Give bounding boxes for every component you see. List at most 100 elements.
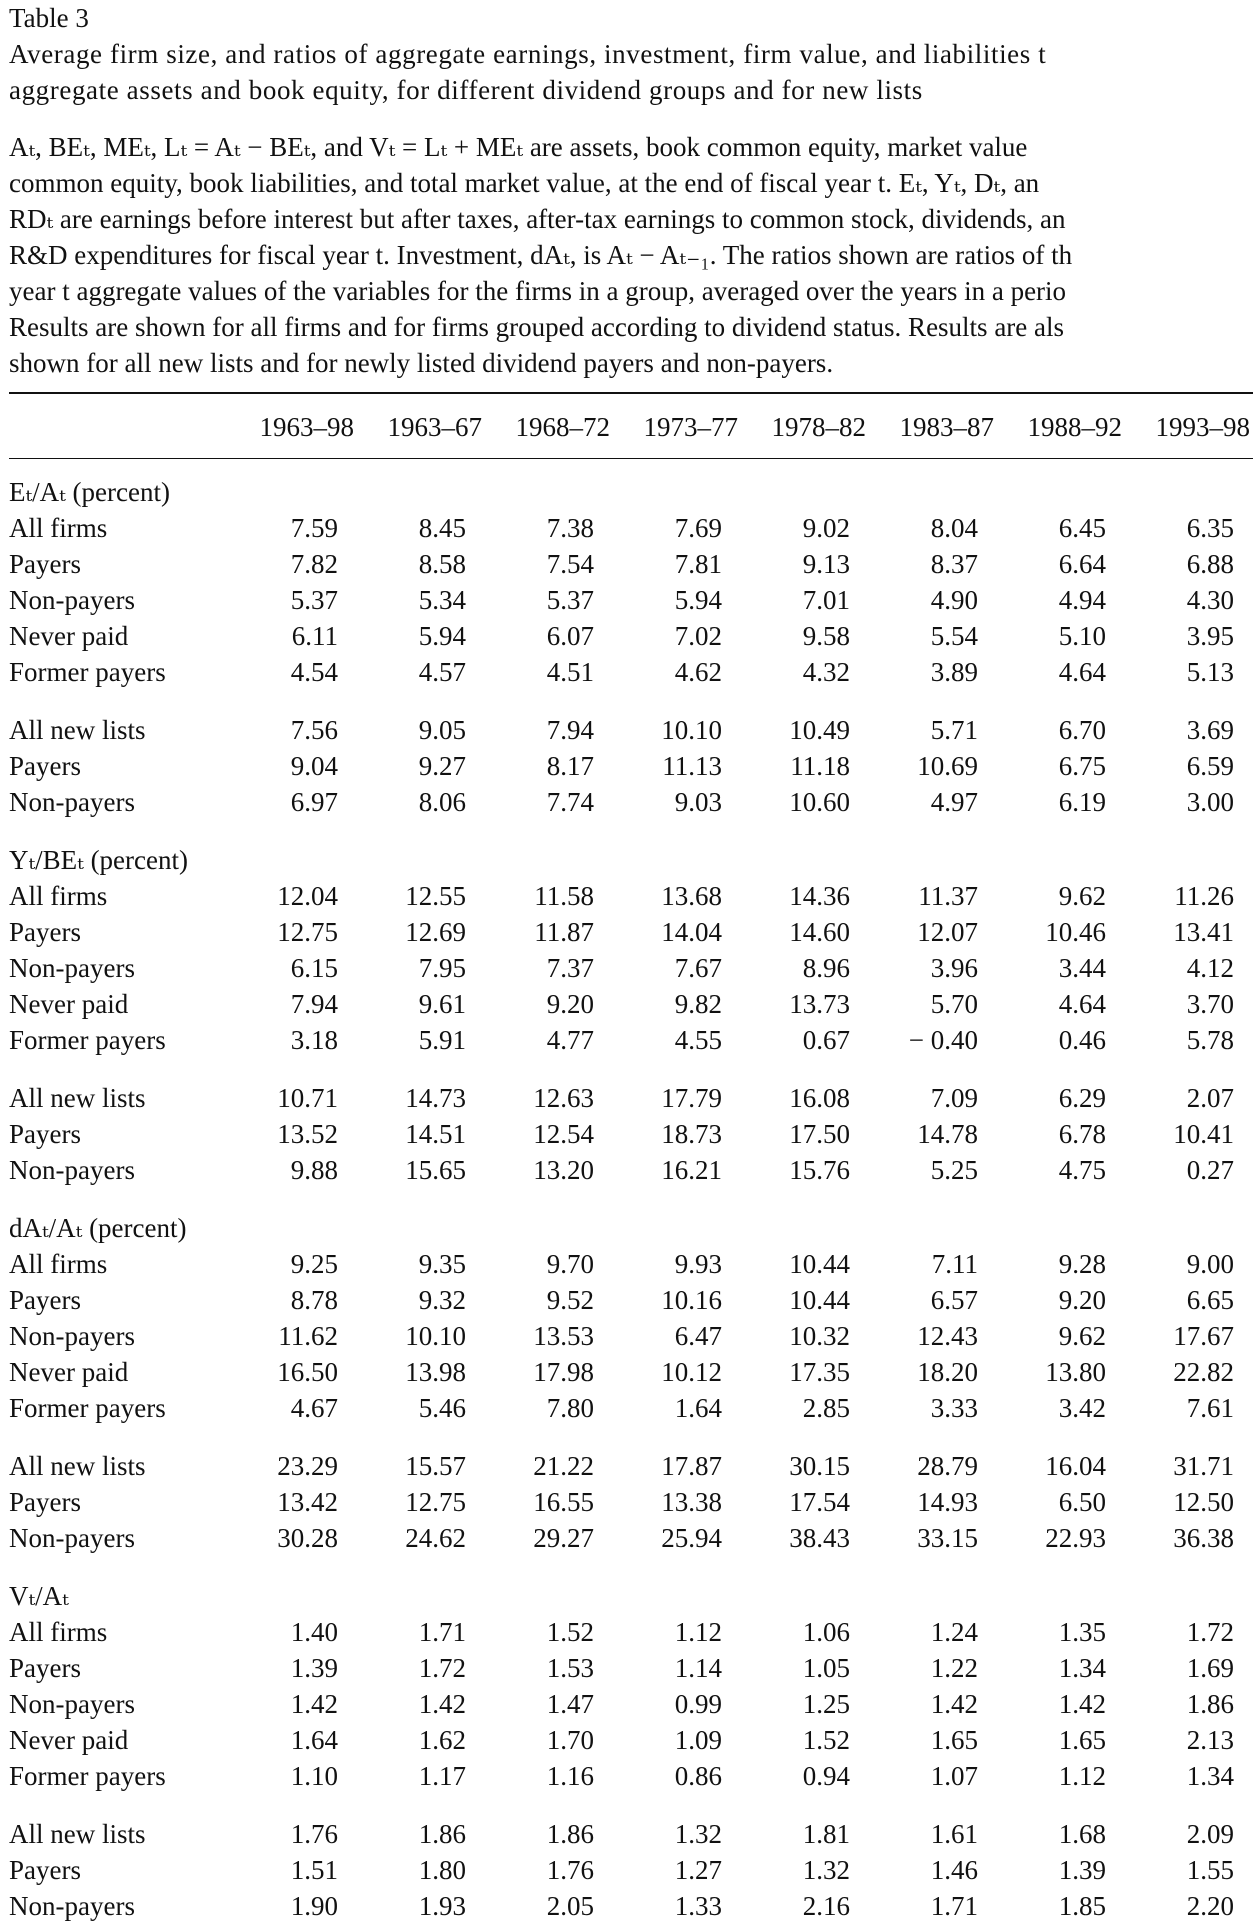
cell: 9.58 (802, 621, 850, 651)
cell: 10.44 (789, 1249, 850, 1279)
table-row: Non-payers 1.42 1.42 1.47 0.99 1.25 1.42 1.42 1.… (9, 1686, 1253, 1722)
cell: 7.81 (674, 549, 722, 579)
table-row: All new lists 23.29 15.57 21.22 17.87 30.15 28… (9, 1448, 1253, 1484)
cell: 1.76 (546, 1855, 594, 1885)
cell: 1.76 (290, 1819, 338, 1849)
cell: 12.54 (533, 1119, 594, 1149)
cell: 9.62 (1058, 1321, 1106, 1351)
table-row: Former payers 4.54 4.57 4.51 4.62 4.32 3.89 4.6… (9, 654, 1253, 690)
cell: 4.64 (1058, 657, 1106, 687)
row-label: Non-payers (9, 1155, 135, 1185)
cell: 1.32 (802, 1855, 850, 1885)
cell: 13.38 (661, 1487, 722, 1517)
table-row: Payers 9.04 9.27 8.17 11.13 11.18 10.69 6.75 6.5… (9, 748, 1253, 784)
cell: 10.12 (661, 1357, 722, 1387)
cell: 1.12 (674, 1617, 722, 1647)
cell: 1.71 (418, 1617, 466, 1647)
header-row: 1963–98 1963–67 1968–72 1973–77 1978–82 1983–… (9, 409, 1253, 445)
cell: 4.97 (930, 787, 978, 817)
cell: 30.15 (789, 1451, 850, 1481)
row-label: All firms (9, 881, 108, 911)
cell: 14.60 (789, 917, 850, 947)
cell: 4.75 (1058, 1155, 1106, 1185)
cell: 4.64 (1058, 989, 1106, 1019)
cell: 9.52 (546, 1285, 594, 1315)
cell: 3.89 (930, 657, 978, 687)
cell: 9.04 (290, 751, 338, 781)
cell: 5.13 (1186, 657, 1234, 687)
cell: 7.94 (290, 989, 338, 1019)
cell: 6.64 (1058, 549, 1106, 579)
column-header: 1983–87 (899, 411, 995, 442)
row-label: Non-payers (9, 585, 135, 615)
cell: 8.04 (930, 513, 978, 543)
cell: 8.17 (546, 751, 594, 781)
cell: 1.65 (930, 1725, 978, 1755)
cell: 11.26 (1174, 881, 1234, 911)
cell: 9.62 (1058, 881, 1106, 911)
cell: 1.64 (290, 1725, 338, 1755)
cell: − 0.40 (908, 1025, 978, 1055)
table-row: All firms 7.59 8.45 7.38 7.69 9.02 8.04 6.45 6.3… (9, 510, 1253, 546)
cell: 14.93 (917, 1487, 978, 1517)
cell: 1.72 (418, 1653, 466, 1683)
cell: 9.35 (418, 1249, 466, 1279)
cell: 11.62 (278, 1321, 338, 1351)
cell: 9.88 (290, 1155, 338, 1185)
row-label: Never paid (9, 1725, 129, 1755)
cell: 1.34 (1186, 1761, 1234, 1791)
cell: 16.50 (277, 1357, 338, 1387)
cell: 9.70 (546, 1249, 594, 1279)
cell: 1.69 (1186, 1653, 1234, 1683)
cell: 3.95 (1186, 621, 1234, 651)
table-row: All firms 12.04 12.55 11.58 13.68 14.36 11.37 9… (9, 878, 1253, 914)
table-row: Former payers 3.18 5.91 4.77 4.55 0.67 − 0.40 0… (9, 1022, 1253, 1058)
cell: 5.94 (418, 621, 466, 651)
cell: 14.36 (789, 881, 850, 911)
cell: 5.25 (930, 1155, 978, 1185)
rule (9, 392, 1253, 394)
table-row: Payers 7.82 8.58 7.54 7.81 9.13 8.37 6.64 6.88 (9, 546, 1253, 582)
cell: 6.97 (290, 787, 338, 817)
cell: 7.11 (931, 1249, 978, 1279)
cell: 9.00 (1186, 1249, 1234, 1279)
section-title: dAₜ/Aₜ (percent) (9, 1213, 187, 1243)
cell: 1.05 (802, 1653, 850, 1683)
cell: 1.71 (930, 1891, 978, 1921)
note-line: shown for all new lists and for newly li… (9, 348, 834, 378)
cell: 4.51 (546, 657, 594, 687)
cell: 1.51 (290, 1855, 338, 1885)
cell: 10.16 (661, 1285, 722, 1315)
cell: 7.94 (546, 715, 594, 745)
table-row: Non-payers 9.88 15.65 13.20 16.21 15.76 5.25 4.… (9, 1152, 1253, 1188)
cell: 31.71 (1173, 1451, 1234, 1481)
cell: 9.93 (674, 1249, 722, 1279)
row-label: Never paid (9, 621, 129, 651)
row-label: Never paid (9, 1357, 129, 1387)
cell: 4.62 (674, 657, 722, 687)
cell: 1.86 (546, 1819, 594, 1849)
cell: 12.75 (277, 917, 338, 947)
cell: 16.21 (661, 1155, 722, 1185)
cell: 6.59 (1186, 751, 1234, 781)
cell: 12.50 (1173, 1487, 1234, 1517)
cell: 1.42 (930, 1689, 978, 1719)
cell: 17.50 (789, 1119, 850, 1149)
cell: 1.42 (1058, 1689, 1106, 1719)
cell: 1.32 (674, 1819, 722, 1849)
cell: 4.94 (1058, 585, 1106, 615)
row-label: Former payers (9, 657, 166, 687)
cell: 23.29 (277, 1451, 338, 1481)
cell: 1.90 (290, 1891, 338, 1921)
row-label: All firms (9, 1249, 108, 1279)
cell: 5.10 (1058, 621, 1106, 651)
notes: Aₜ, BEₜ, MEₜ, Lₜ = Aₜ − BEₜ, and Vₜ = Lₜ… (9, 129, 1253, 381)
cell: 18.73 (661, 1119, 722, 1149)
cell: 0.27 (1186, 1155, 1234, 1185)
cell: 2.13 (1186, 1725, 1234, 1755)
column-header: 1963–67 (387, 411, 483, 442)
table-row: Payers 1.51 1.80 1.76 1.27 1.32 1.46 1.39 1.55 (9, 1852, 1253, 1888)
cell: 24.62 (405, 1523, 466, 1553)
cell: 7.74 (546, 787, 594, 817)
